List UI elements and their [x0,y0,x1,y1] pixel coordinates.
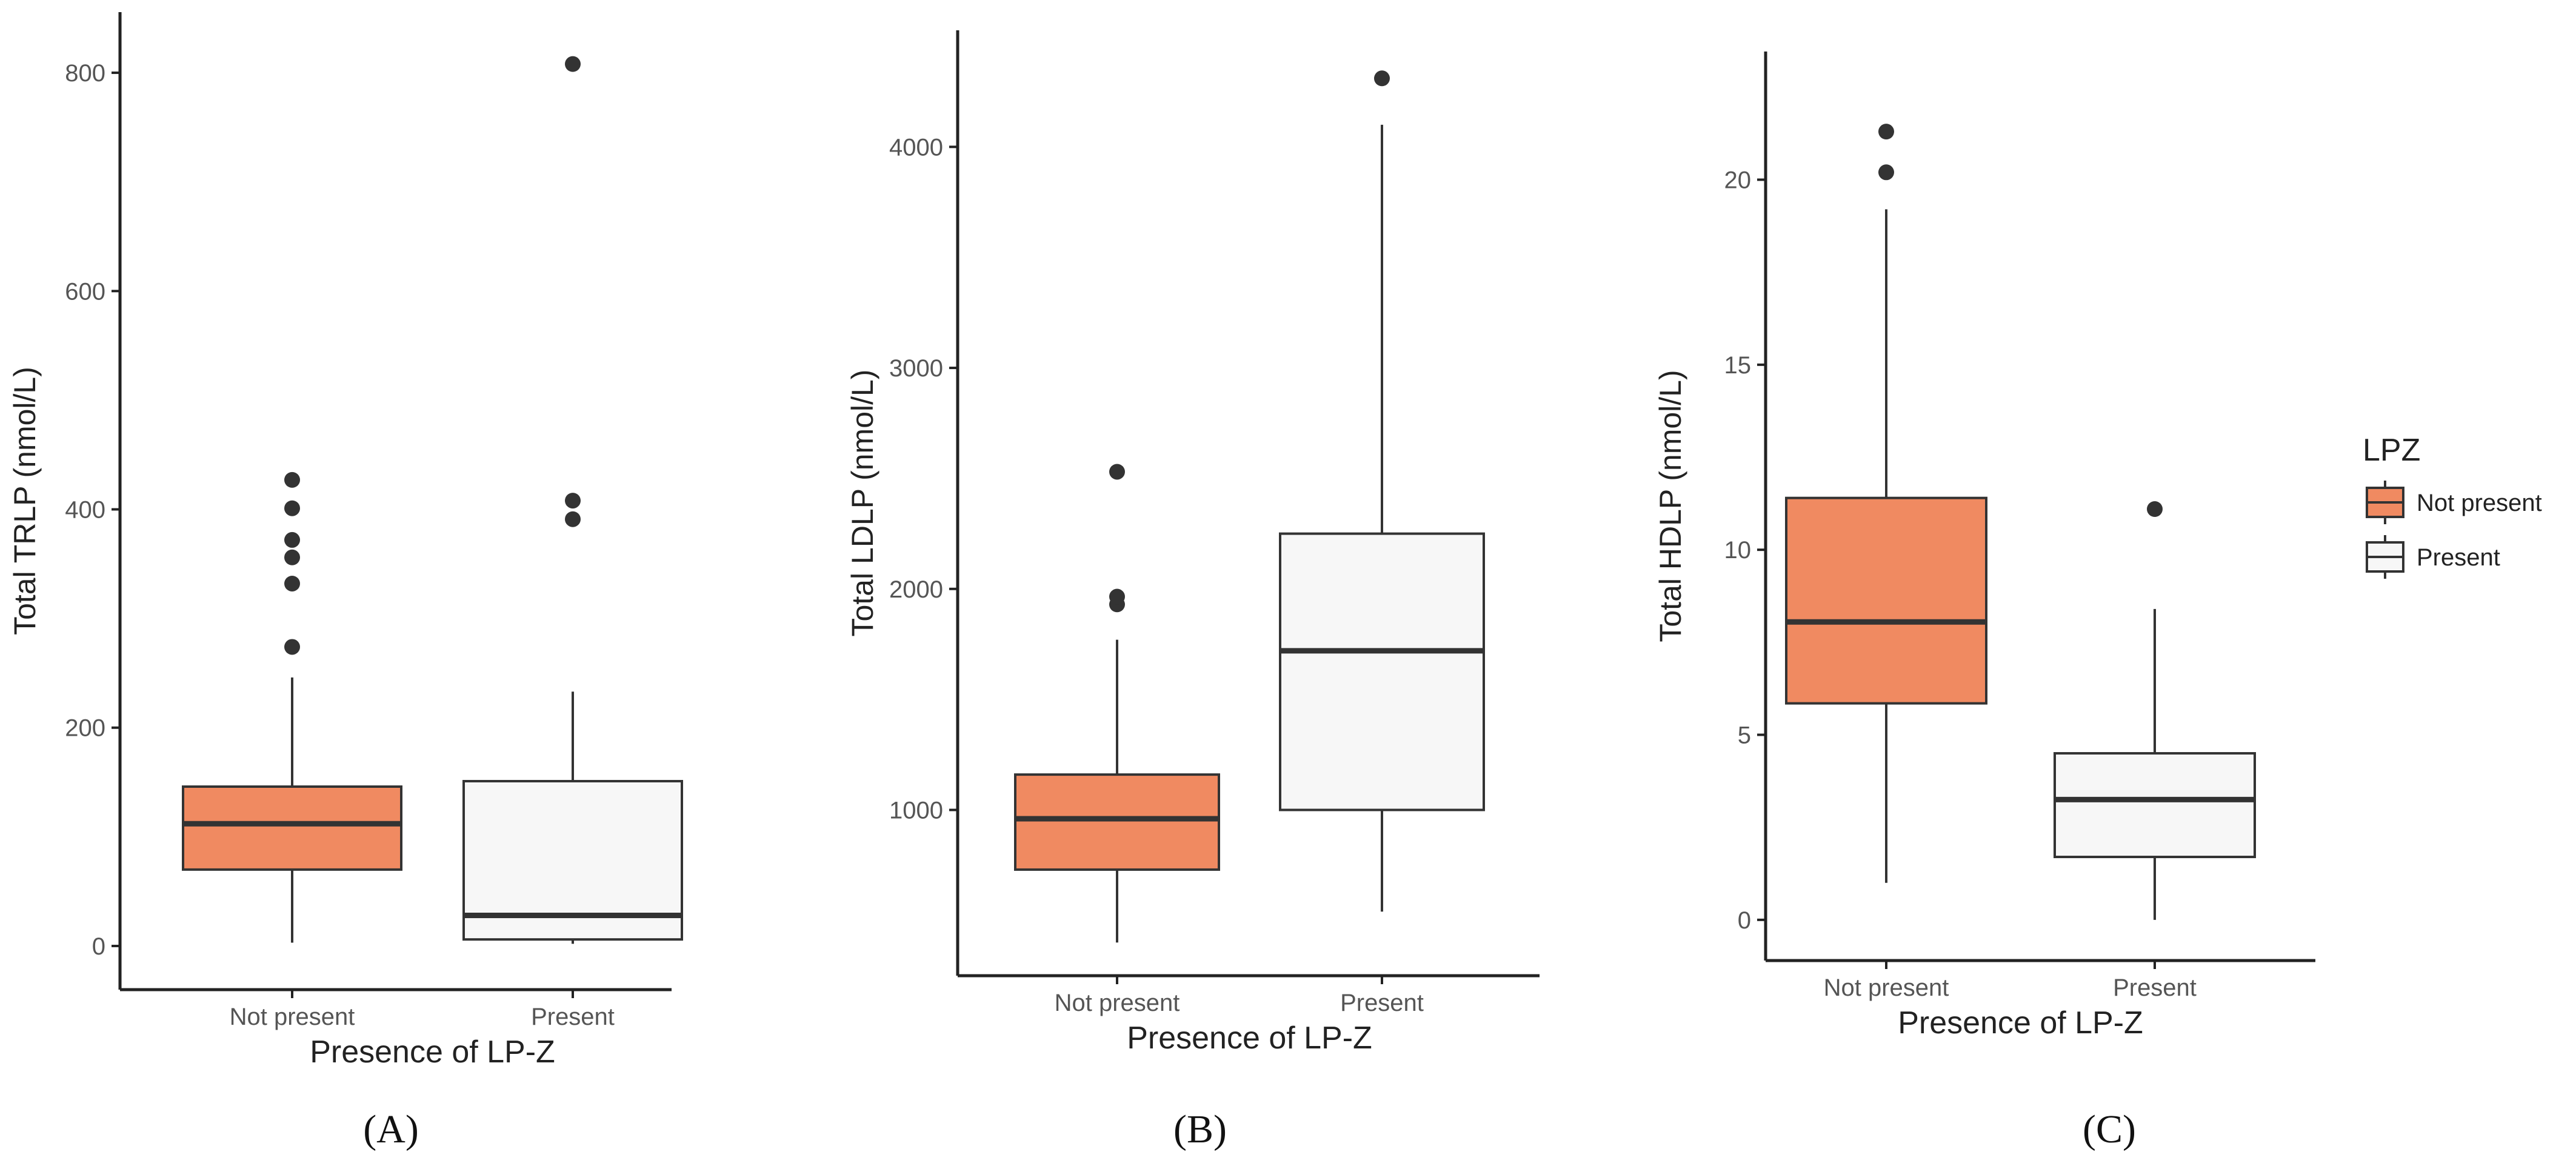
x-axis-title: Presence of LP-Z [1898,1005,2143,1041]
outlier-point-present [565,511,581,527]
legend-label-present: Present [2417,544,2500,571]
x-tick-label: Present [531,1004,615,1030]
y-tick-label: 4000 [889,134,943,161]
box-not-present [182,785,402,871]
x-tick-label: Not present [1824,974,1949,1001]
y-tick-label: 3000 [889,355,943,382]
y-axis-title: Total HDLP (nmol/L) [1653,370,1687,642]
y-tick-label: 10 [1724,537,1752,564]
outlier-point-not-present [284,549,300,565]
legend-title: LPZ [2363,433,2420,468]
outlier-point-not-present [1109,464,1125,480]
panel-c: Total HDLP (nmol/L) Presence of LP-Z (C)… [1653,52,2315,1151]
panel-a: Total TRLP (nmol/L) Presence of LP-Z (A)… [8,12,683,1151]
outlier-point-not-present [1878,164,1894,181]
outlier-point-not-present [1109,588,1125,605]
outlier-point-present [1374,70,1390,87]
outlier-point-not-present [284,500,300,516]
box-not-present [1014,773,1220,871]
x-tick-label: Not present [230,1004,355,1030]
y-tick-label: 2000 [889,576,943,603]
legend-label-not-present: Not present [2417,490,2542,516]
y-axis-title: Total TRLP (nmol/L) [8,367,42,635]
panel-label: (C) [2083,1107,2136,1151]
x-axis-title: Presence of LP-Z [1127,1021,1372,1056]
y-tick-label: 15 [1724,352,1752,379]
legend: LPZ Not present Present [2363,433,2542,579]
y-tick-label: 200 [65,715,105,742]
outlier-point-not-present [284,639,300,655]
x-tick-label: Present [2113,974,2197,1001]
y-tick-label: 20 [1724,167,1752,194]
y-tick-label: 400 [65,497,105,524]
box-present [2054,752,2256,859]
y-tick-label: 0 [1738,907,1751,934]
legend-entry-not-present: Not present [2366,481,2542,524]
box-present [1279,532,1485,811]
y-tick-label: 0 [92,933,105,960]
y-tick-label: 600 [65,278,105,305]
outlier-point-not-present [1878,124,1894,140]
outlier-point-present [565,493,581,509]
box-not-present [1785,496,1987,705]
panel-label: (A) [363,1107,419,1151]
outlier-point-not-present [284,575,300,591]
x-axis-title: Presence of LP-Z [310,1034,555,1070]
panel-b: Total LDLP (nmol/L) Presence of LP-Z (B)… [846,30,1540,1151]
legend-entry-present: Present [2366,535,2500,579]
y-tick-label: 1000 [889,797,943,824]
x-tick-label: Not present [1055,990,1180,1016]
y-tick-label: 5 [1738,722,1751,749]
outlier-point-not-present [284,531,300,548]
outlier-point-present [565,56,581,72]
outlier-point-not-present [284,471,300,488]
panel-label: (B) [1173,1107,1227,1151]
outlier-point-present [2147,501,2163,517]
y-tick-label: 800 [65,60,105,87]
y-axis-title: Total LDLP (nmol/L) [846,370,879,637]
x-tick-label: Present [1340,990,1424,1016]
